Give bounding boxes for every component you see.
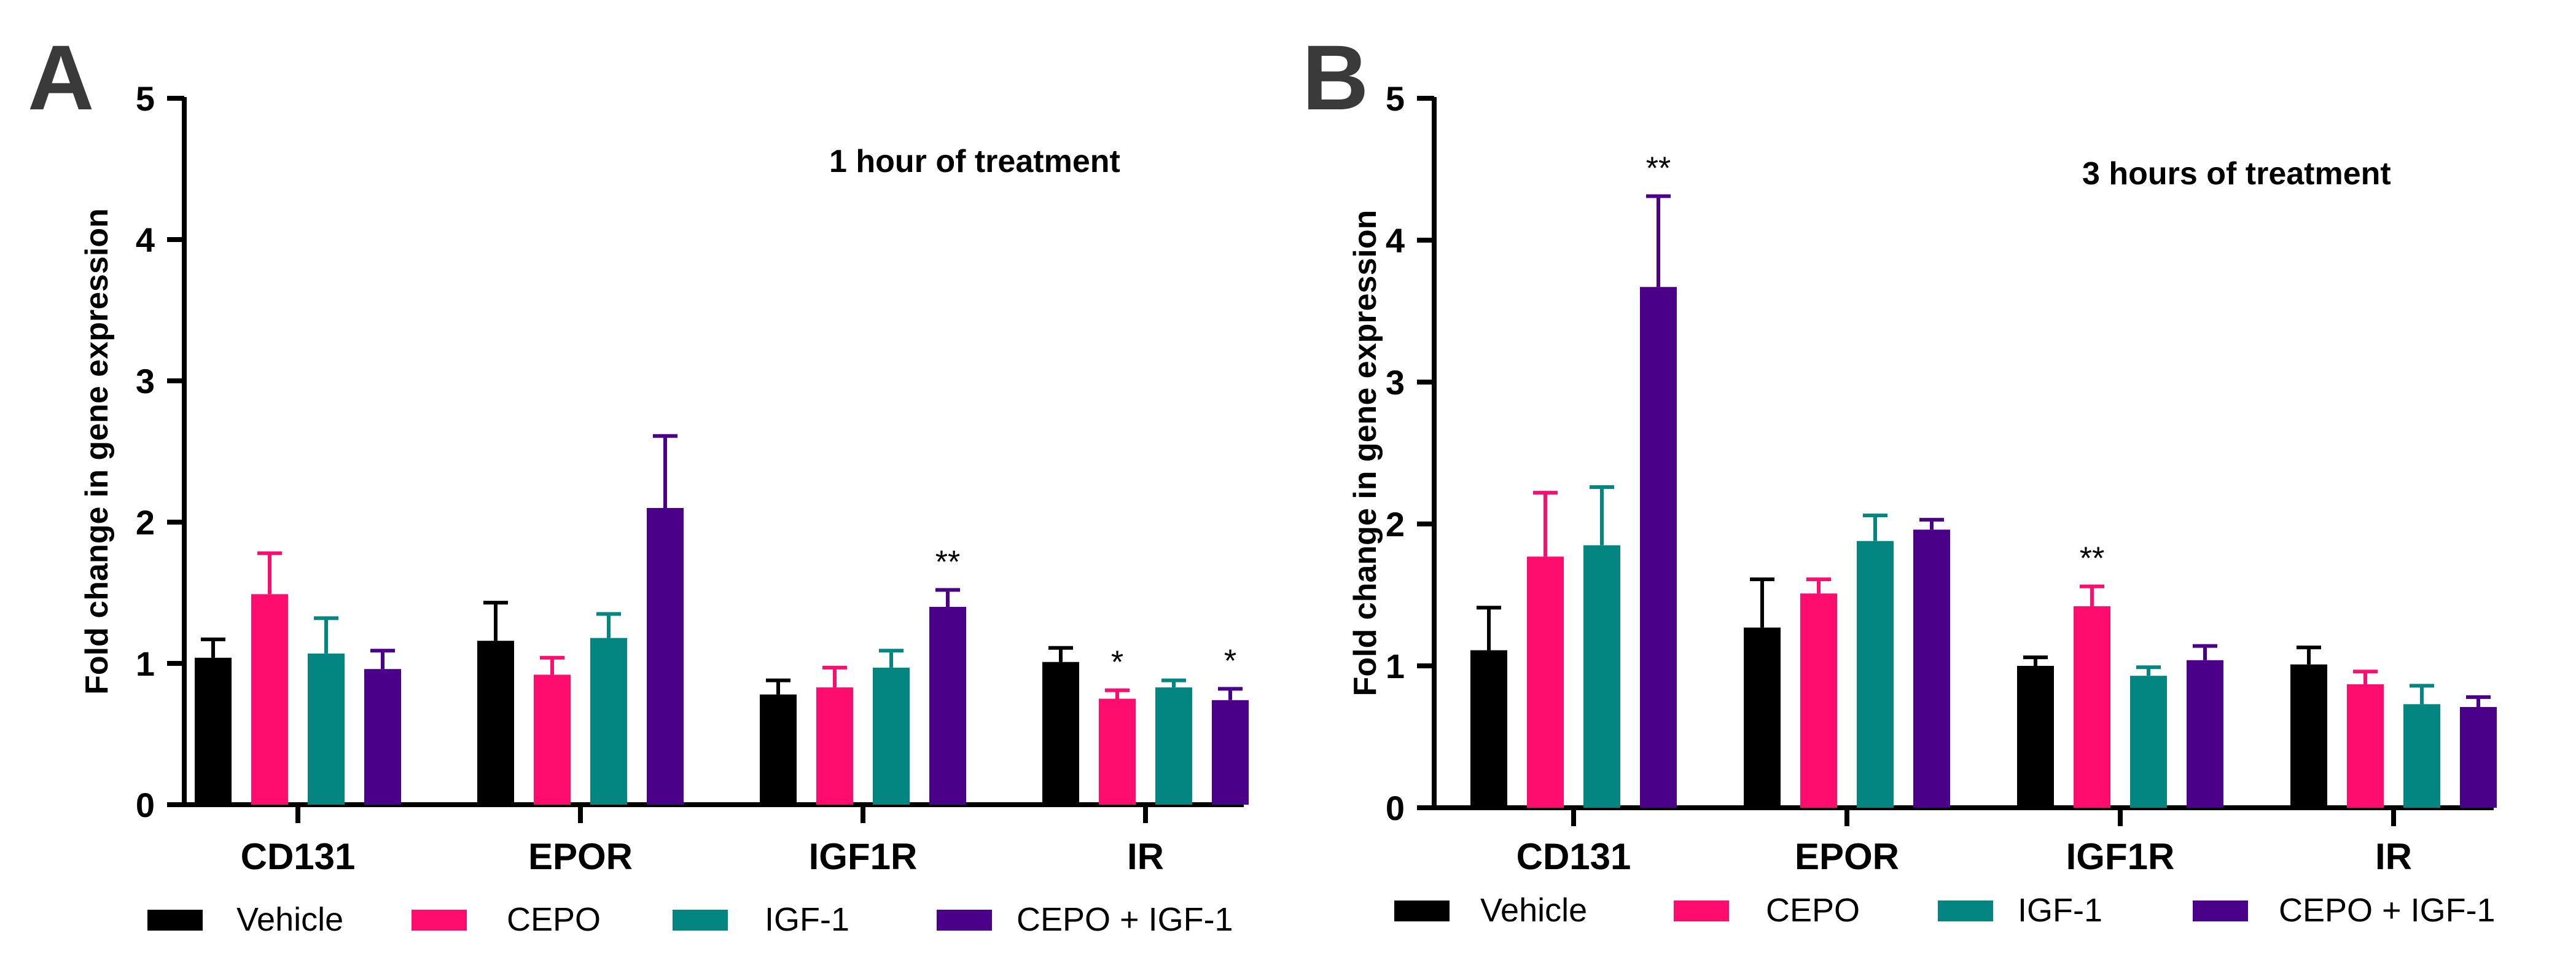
y-tick-label: 3: [136, 362, 155, 400]
significance-marker: *: [1111, 645, 1123, 681]
y-tick-label: 1: [136, 644, 155, 683]
bar-cepo-igf-1-cd131: [364, 669, 401, 805]
x-tick-label: CD131: [241, 836, 356, 877]
bar-vehicle-epor: [477, 641, 514, 805]
chart-panel-a: A 1 hour of treatment Fold change in gene …: [28, 26, 1249, 938]
y-tick-label: 0: [1386, 789, 1405, 827]
significance-marker: *: [1224, 643, 1236, 679]
x-tick-label: IR: [1127, 836, 1164, 877]
bar-cepo-igf1r: [816, 687, 853, 805]
bar-cepo-epor: [534, 674, 571, 805]
bar-vehicle-cd131: [1470, 650, 1507, 808]
bar-cepo-igf-1-igf1r: [2187, 660, 2223, 808]
bar-vehicle-epor: [1744, 627, 1781, 808]
significance-marker: **: [2080, 541, 2104, 577]
x-tick-label: CD131: [1516, 836, 1631, 877]
y-tick-label: 0: [136, 786, 155, 824]
bar-cepo-igf-1-cd131: [1640, 287, 1677, 808]
x-tick-label: EPOR: [528, 836, 633, 877]
legend-label: CEPO: [1766, 892, 1860, 929]
y-axis-label: Fold change in gene expression: [1348, 210, 1383, 697]
panel-letter: B: [1302, 26, 1368, 129]
y-tick-label: 5: [136, 79, 155, 118]
y-tick-label: 1: [1386, 647, 1405, 686]
legend-swatch: [147, 910, 203, 931]
y-tick-label: 4: [1386, 221, 1405, 260]
bar-vehicle-igf1r: [760, 694, 797, 805]
x-tick-label: IGF1R: [2066, 836, 2175, 877]
legend-swatch: [2193, 901, 2248, 921]
legend-swatch: [412, 910, 467, 931]
legend-swatch: [1674, 901, 1729, 921]
bar-igf-1-cd131: [308, 653, 345, 805]
bar-cepo-epor: [1800, 593, 1837, 808]
bar-igf-1-ir: [1155, 687, 1192, 805]
legend-label: Vehicle: [1480, 892, 1587, 929]
y-axis-label: Fold change in gene expression: [79, 208, 115, 695]
bar-cepo-cd131: [251, 594, 288, 805]
legend-label: Vehicle: [236, 901, 343, 938]
bar-cepo-ir: [1099, 698, 1136, 805]
legend-label: CEPO + IGF-1: [1017, 901, 1233, 938]
chart-title: 1 hour of treatment: [829, 144, 1120, 179]
y-tick-label: 2: [136, 503, 155, 542]
bar-cepo-igf-1-epor: [647, 508, 684, 805]
chart-title: 3 hours of treatment: [2082, 156, 2391, 192]
bar-vehicle-igf1r: [2017, 666, 2054, 808]
y-tick-label: 3: [1386, 363, 1405, 402]
y-tick-label: 5: [1386, 79, 1405, 118]
legend-swatch: [673, 910, 728, 931]
significance-marker: **: [935, 544, 960, 580]
bar-vehicle-ir: [2290, 664, 2327, 808]
legend-swatch: [1938, 901, 1993, 921]
bar-igf-1-igf1r: [2130, 676, 2167, 808]
bar-vehicle-cd131: [195, 657, 232, 805]
x-tick-label: EPOR: [1795, 836, 1899, 877]
bar-cepo-ir: [2347, 684, 2384, 808]
chart-panel-b: B 3 hours of treatment Fold change in gene…: [1302, 26, 2497, 929]
x-tick-label: IGF1R: [809, 836, 918, 877]
bar-igf-1-ir: [2403, 704, 2440, 808]
bar-cepo-igf-1-ir: [1212, 700, 1249, 805]
legend-label: IGF-1: [765, 901, 849, 938]
legend-swatch: [1394, 901, 1450, 921]
bar-igf-1-igf1r: [873, 667, 910, 805]
legend-swatch: [937, 910, 992, 931]
bar-vehicle-ir: [1042, 662, 1079, 805]
panel-letter: A: [28, 26, 94, 129]
legend-label: CEPO: [507, 901, 601, 938]
bar-cepo-igf-1-epor: [1913, 529, 1950, 808]
legend-label: CEPO + IGF-1: [2279, 892, 2496, 929]
significance-marker: **: [1646, 150, 1671, 186]
bar-cepo-igf-1-igf1r: [929, 607, 966, 805]
bar-cepo-igf-1-ir: [2460, 706, 2497, 808]
legend-label: IGF-1: [2018, 892, 2102, 929]
bar-igf-1-epor: [1857, 541, 1894, 808]
x-tick-label: IR: [2375, 836, 2412, 877]
bar-igf-1-epor: [590, 638, 627, 805]
y-tick-label: 4: [136, 221, 155, 259]
bar-igf-1-cd131: [1583, 545, 1620, 808]
bar-cepo-igf1r: [2074, 606, 2110, 808]
y-tick-label: 2: [1386, 505, 1405, 544]
bar-cepo-cd131: [1527, 557, 1564, 808]
